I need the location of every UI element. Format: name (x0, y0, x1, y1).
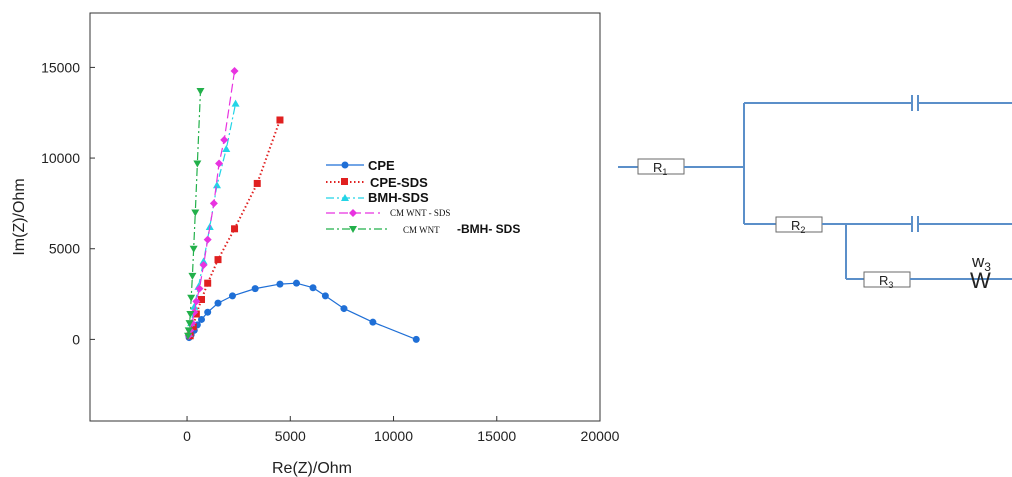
legend-label-cmwnt-sds: CM WNT - SDS (390, 208, 450, 218)
x-tick-label: 20000 (581, 428, 620, 444)
data-point-cpe (251, 285, 259, 293)
legend-marker-cmwnt-sds (349, 209, 357, 217)
data-point-cm-wnt-bmh-sds (187, 294, 196, 302)
y-tick-label: 15000 (41, 59, 80, 75)
data-point-cm-wnt-sds (203, 235, 212, 244)
data-point-bmh-sds (222, 145, 231, 152)
x-axis-title: Re(Z)/Ohm (272, 460, 352, 477)
series-line-cm-wnt-bmh-sds (187, 90, 202, 336)
x-tick-label: 0 (183, 428, 191, 444)
data-point-cm-wnt-bmh-sds (186, 311, 195, 319)
data-point-cm-wnt-sds (230, 67, 239, 76)
y-tick-label: 0 (72, 331, 80, 347)
y-tick-label: 10000 (41, 150, 80, 166)
data-point-cm-wnt-bmh-sds (188, 272, 197, 280)
legend-marker-cpe (341, 161, 349, 169)
data-point-cpe-sds (204, 279, 212, 287)
resistor-r2-label: R2 (791, 218, 805, 235)
data-point-cpe (276, 280, 284, 288)
data-point-cpe (369, 318, 377, 326)
legend-marker-cpe-sds (341, 178, 348, 185)
data-point-cm-wnt-bmh-sds (193, 160, 202, 168)
series-line-bmh-sds (188, 103, 237, 335)
legend-label-bmh-sds: BMH-SDS (368, 190, 429, 205)
data-point-cpe (412, 335, 420, 343)
legend-label-cpe: CPE (368, 158, 395, 173)
data-point-cm-wnt-sds (215, 159, 224, 168)
data-point-cpe-sds (197, 296, 205, 304)
data-point-cm-wnt-sds (195, 284, 204, 293)
x-tick-label: 10000 (374, 428, 413, 444)
data-point-cm-wnt-bmh-sds (196, 87, 205, 95)
data-point-cm-wnt-bmh-sds (184, 327, 193, 335)
x-tick-label: 15000 (477, 428, 516, 444)
resistor-r1-label: R1 (653, 160, 667, 177)
legend: CPE CPE-SDS BMH-SDS CM WNT - SDS CM WNT … (326, 158, 520, 236)
data-point-cpe (197, 315, 205, 323)
warburg-element-icon: W (970, 268, 991, 293)
data-point-bmh-sds (212, 181, 221, 189)
equivalent-circuit (618, 95, 1012, 288)
axis-ticks: 0 5000 10000 15000 20000 0 5000 10000 15000 (41, 59, 620, 444)
data-point-cpe-sds (214, 256, 222, 264)
series-layer (184, 67, 420, 343)
legend-label-cmwnt-bmh-sds-a: CM WNT (403, 225, 440, 235)
x-tick-label: 5000 (275, 428, 306, 444)
legend-marker-bmh-sds (341, 194, 349, 201)
data-point-cpe (340, 305, 348, 313)
warburg-label: w3 (971, 252, 991, 274)
legend-label-cpe-sds: CPE-SDS (370, 175, 428, 190)
data-point-cm-wnt-bmh-sds (185, 320, 194, 328)
data-point-bmh-sds (199, 257, 208, 265)
data-point-bmh-sds (231, 99, 240, 107)
data-point-bmh-sds (190, 302, 199, 310)
data-point-cpe (321, 292, 329, 300)
resistor-r3-label: R3 (879, 273, 893, 290)
data-point-cm-wnt-sds (209, 199, 218, 208)
data-point-cm-wnt-bmh-sds (189, 245, 198, 253)
data-point-cm-wnt-sds (199, 261, 208, 270)
data-point-cpe-sds (276, 116, 284, 124)
data-point-cm-wnt-bmh-sds (191, 209, 200, 217)
data-point-cpe (228, 292, 236, 300)
data-point-cm-wnt-bmh-sds (184, 332, 193, 340)
legend-label-cmwnt-bmh-sds-b: -BMH- SDS (457, 222, 520, 236)
legend-marker-cmwnt-bmh-sds (349, 226, 357, 233)
y-tick-label: 5000 (49, 241, 80, 257)
data-point-cm-wnt-sds (192, 297, 201, 306)
data-point-cpe (214, 299, 222, 307)
data-point-cpe (292, 279, 300, 287)
data-point-cpe-sds (253, 179, 261, 187)
plot-frame (89, 12, 601, 422)
series-line-cm-wnt-sds (188, 70, 236, 336)
data-point-cpe (309, 284, 317, 292)
data-point-cpe-sds (231, 225, 239, 233)
data-point-cpe-sds (189, 323, 197, 331)
y-axis-title: Im(Z)/Ohm (11, 178, 28, 255)
data-point-cm-wnt-sds (220, 135, 229, 144)
data-point-cpe (204, 308, 212, 316)
